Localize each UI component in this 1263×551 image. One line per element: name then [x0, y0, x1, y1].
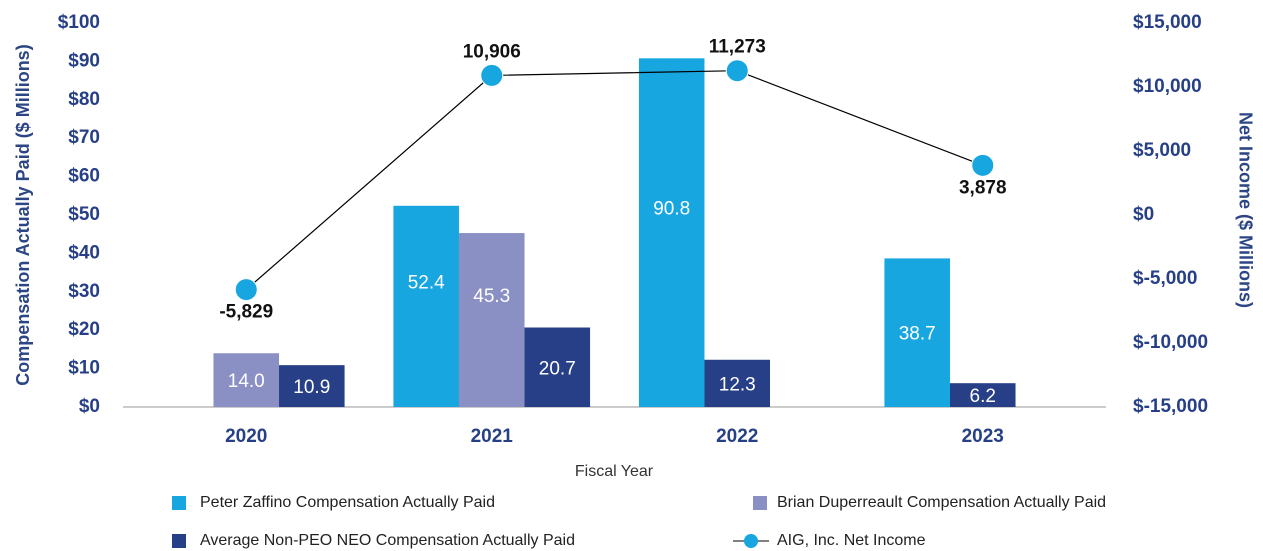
bar — [279, 365, 345, 407]
line-marker — [971, 153, 995, 177]
y-tick-label: $90 — [68, 50, 100, 71]
y-tick-label: $10 — [68, 358, 100, 379]
bar — [458, 233, 525, 407]
y-tick-label: $30 — [68, 281, 100, 302]
bar-label: 12.3 — [719, 374, 756, 395]
y2-tick-label: $10,000 — [1133, 76, 1202, 97]
x-tick-label: 2021 — [471, 426, 514, 447]
line-marker — [234, 278, 258, 302]
bar — [949, 383, 1016, 407]
y-tick-label: $60 — [68, 166, 100, 187]
bar-label: 90.8 — [653, 199, 690, 220]
y-tick-label: $70 — [68, 127, 100, 148]
bar — [213, 353, 280, 407]
x-tick-label: 2023 — [962, 426, 1004, 447]
legend-swatch — [172, 534, 186, 548]
y2-axis-title: Net Income ($ Millions) — [1235, 112, 1255, 308]
bar — [638, 58, 705, 407]
legend-label: Brian Duperreault Compensation Actually … — [777, 494, 1106, 511]
x-tick-label: 2022 — [716, 426, 758, 447]
y2-tick-label: $0 — [1133, 204, 1154, 225]
bar-label: 20.7 — [539, 358, 576, 379]
y-tick-label: $50 — [68, 204, 100, 225]
point-label: 3,878 — [959, 177, 1007, 198]
y2-tick-label: $5,000 — [1133, 140, 1191, 161]
y-tick-label: $40 — [68, 242, 100, 263]
y-tick-label: $80 — [68, 89, 100, 110]
bar — [393, 205, 459, 407]
x-tick-label: 2020 — [225, 426, 267, 447]
line-marker — [725, 59, 749, 83]
line-marker — [480, 63, 504, 87]
line — [245, 70, 983, 291]
bar-label: 52.4 — [408, 272, 445, 293]
y-axis-title: Compensation Actually Paid ($ Millions) — [13, 44, 33, 385]
y2-tick-label: $-15,000 — [1133, 396, 1208, 417]
x-axis-title: Fiscal Year — [575, 463, 654, 480]
bar-label: 10.9 — [293, 377, 330, 398]
legend-marker — [744, 534, 758, 548]
bar-label: 6.2 — [970, 386, 996, 407]
legend-swatch — [172, 496, 186, 510]
bar — [704, 359, 771, 407]
y-tick-label: $0 — [79, 396, 100, 417]
y2-tick-label: $15,000 — [1133, 12, 1202, 33]
bar — [884, 258, 950, 407]
point-label: 11,273 — [709, 37, 766, 58]
y2-tick-label: $-10,000 — [1133, 332, 1208, 353]
bar-label: 38.7 — [899, 324, 936, 345]
bar-label: 14.0 — [228, 371, 265, 392]
point-label: 10,906 — [463, 41, 521, 62]
legend-swatch — [753, 496, 767, 510]
legend-label: AIG, Inc. Net Income — [777, 532, 926, 549]
y2-tick-label: $-5,000 — [1133, 268, 1197, 289]
point-label: -5,829 — [219, 302, 273, 323]
bar — [524, 327, 591, 407]
y-tick-label: $20 — [68, 319, 100, 340]
bar-label: 45.3 — [473, 286, 510, 307]
legend-label: Average Non-PEO NEO Compensation Actuall… — [200, 532, 575, 549]
y-tick-label: $100 — [58, 12, 100, 33]
legend-label: Peter Zaffino Compensation Actually Paid — [200, 494, 495, 511]
